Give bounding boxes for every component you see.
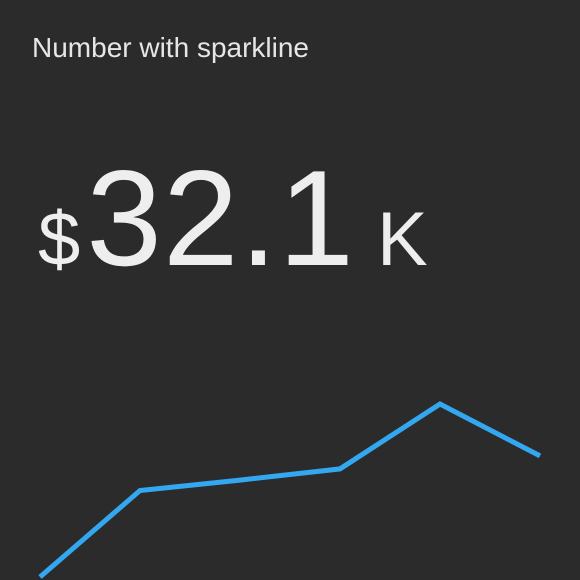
sparkline-series-line bbox=[38, 401, 542, 579]
value-number: 32.1 bbox=[86, 142, 355, 294]
value-prefix: $ bbox=[38, 197, 81, 282]
value-suffix: K bbox=[376, 197, 428, 282]
panel-title: Number with sparkline bbox=[32, 32, 309, 63]
sparkline-chart bbox=[38, 401, 542, 579]
big-number: $ 32.1 K bbox=[38, 150, 428, 290]
